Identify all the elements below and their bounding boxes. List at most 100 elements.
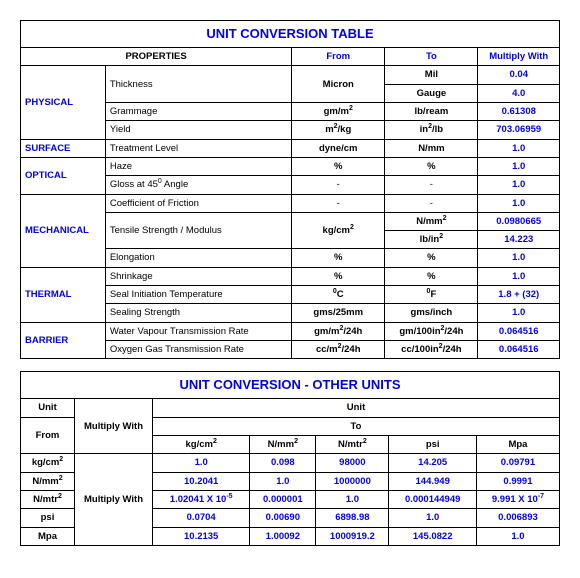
category-barrier: BARRIER — [21, 322, 106, 359]
to-mil: Mil — [385, 66, 478, 84]
t2-row-mpa: Mpa — [21, 527, 75, 545]
mult-otr: 0.064516 — [478, 340, 560, 358]
prop-shrink: Shrinkage — [105, 267, 291, 285]
t2-r3c1: 1.02041 X 10-5 — [153, 490, 250, 508]
header-mult: Multiply With — [478, 48, 560, 66]
mult-tensile1: 0.0980665 — [478, 212, 560, 230]
mult-shrink: 1.0 — [478, 267, 560, 285]
t2-col-nmtr2: N/mtr2 — [316, 436, 389, 454]
t2-r3c3: 1.0 — [316, 490, 389, 508]
from-shrink: % — [292, 267, 385, 285]
t2-r5c1: 10.2135 — [153, 527, 250, 545]
t2-r2c2: 1.0 — [250, 472, 316, 490]
prop-sealstr: Sealing Strength — [105, 304, 291, 322]
from-elong: % — [292, 249, 385, 267]
t2-unit-top: Unit — [153, 399, 560, 417]
t2-r1c2: 0.098 — [250, 454, 316, 472]
from-gloss: - — [292, 176, 385, 194]
t2-r4c5: 0.006893 — [476, 509, 559, 527]
header-properties: PROPERTIES — [21, 48, 292, 66]
t2-r4c1: 0.0704 — [153, 509, 250, 527]
to-treatment: N/mm — [385, 139, 478, 157]
mult-yield: 703.06959 — [478, 121, 560, 139]
t2-r3c5: 9.991 X 10-7 — [476, 490, 559, 508]
from-haze: % — [292, 157, 385, 175]
mult-wvtr: 0.064516 — [478, 322, 560, 340]
to-cof: - — [385, 194, 478, 212]
header-from: From — [292, 48, 385, 66]
prop-cof: Coefficient of Friction — [105, 194, 291, 212]
from-tensile: kg/cm2 — [292, 212, 385, 249]
category-physical: PHYSICAL — [21, 66, 106, 139]
t2-r5c2: 1.00092 — [250, 527, 316, 545]
to-tensile2: lb/in2 — [385, 231, 478, 249]
prop-gloss: Gloss at 450 Angle — [105, 176, 291, 194]
mult-treatment: 1.0 — [478, 139, 560, 157]
to-otr: cc/100in2/24h — [385, 340, 478, 358]
t2-r5c3: 1000919.2 — [316, 527, 389, 545]
category-mechanical: MECHANICAL — [21, 194, 106, 267]
other-units-table: UNIT CONVERSION - OTHER UNITS Unit Multi… — [20, 371, 560, 546]
t2-col-psi: psi — [389, 436, 476, 454]
t2-unit-label: Unit — [21, 399, 75, 417]
to-sealstr: gms/inch — [385, 304, 478, 322]
t2-row-nmm2: N/mm2 — [21, 472, 75, 490]
prop-yield: Yield — [105, 121, 291, 139]
mult-sealstr: 1.0 — [478, 304, 560, 322]
t2-r4c4: 1.0 — [389, 509, 476, 527]
prop-otr: Oxygen Gas Transmission Rate — [105, 340, 291, 358]
prop-haze: Haze — [105, 157, 291, 175]
to-tensile1: N/mm2 — [385, 212, 478, 230]
mult-grammage: 0.61308 — [478, 103, 560, 121]
t2-r3c2: 0.000001 — [250, 490, 316, 508]
from-cof: - — [292, 194, 385, 212]
unit-conversion-table: UNIT CONVERSION TABLE PROPERTIES From To… — [20, 20, 560, 359]
t2-r3c4: 0.000144949 — [389, 490, 476, 508]
t2-from-label: From — [21, 417, 75, 454]
t2-r2c3: 1000000 — [316, 472, 389, 490]
prop-wvtr: Water Vapour Transmission Rate — [105, 322, 291, 340]
to-yield: in2/lb — [385, 121, 478, 139]
mult-tensile2: 14.223 — [478, 231, 560, 249]
header-to: To — [385, 48, 478, 66]
to-haze: % — [385, 157, 478, 175]
mult-seal: 1.8 + (32) — [478, 286, 560, 304]
t2-r4c2: 0.00690 — [250, 509, 316, 527]
to-gauge: Gauge — [385, 84, 478, 102]
prop-elong: Elongation — [105, 249, 291, 267]
t2-row-nmtr2: N/mtr2 — [21, 490, 75, 508]
prop-thickness: Thickness — [105, 66, 291, 103]
t2-row-kgcm2: kg/cm2 — [21, 454, 75, 472]
mult-mil: 0.04 — [478, 66, 560, 84]
t2-r5c4: 145.0822 — [389, 527, 476, 545]
t2-r2c5: 0.9991 — [476, 472, 559, 490]
t2-r1c5: 0.09791 — [476, 454, 559, 472]
to-elong: % — [385, 249, 478, 267]
t2-r1c1: 1.0 — [153, 454, 250, 472]
to-gloss: - — [385, 176, 478, 194]
t2-r1c3: 98000 — [316, 454, 389, 472]
t2-col-nmm2: N/mm2 — [250, 436, 316, 454]
t2-r4c3: 6898.98 — [316, 509, 389, 527]
category-thermal: THERMAL — [21, 267, 106, 322]
mult-elong: 1.0 — [478, 249, 560, 267]
t2-r2c4: 144.949 — [389, 472, 476, 490]
table1-title: UNIT CONVERSION TABLE — [21, 21, 560, 48]
from-seal: 0C — [292, 286, 385, 304]
t2-r5c5: 1.0 — [476, 527, 559, 545]
to-shrink: % — [385, 267, 478, 285]
table2-title: UNIT CONVERSION - OTHER UNITS — [21, 372, 560, 399]
t2-row-psi: psi — [21, 509, 75, 527]
prop-seal: Seal Initiation Temperature — [105, 286, 291, 304]
t2-to-label: To — [153, 417, 560, 435]
prop-tensile: Tensile Strength / Modulus — [105, 212, 291, 249]
from-yield: m2/kg — [292, 121, 385, 139]
mult-gloss: 1.0 — [478, 176, 560, 194]
from-micron: Micron — [292, 66, 385, 103]
t2-mult-label: Multiply With — [75, 399, 153, 454]
category-optical: OPTICAL — [21, 157, 106, 194]
prop-grammage: Grammage — [105, 103, 291, 121]
from-otr: cc/m2/24h — [292, 340, 385, 358]
t2-r2c1: 10.2041 — [153, 472, 250, 490]
category-surface: SURFACE — [21, 139, 106, 157]
